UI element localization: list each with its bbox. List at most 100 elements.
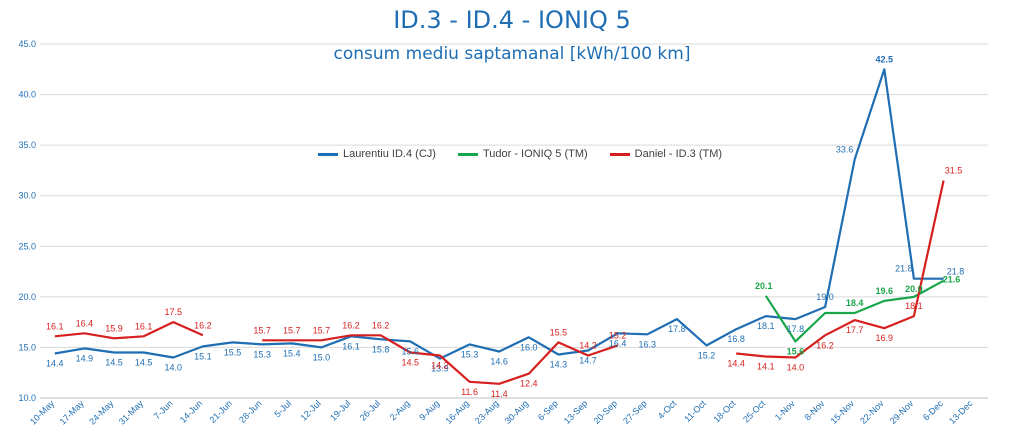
x-tick-label: 5-Jul (272, 398, 293, 419)
data-label: 17.5 (165, 307, 183, 317)
x-tick-label: 4-Oct (656, 398, 679, 421)
x-tick-label: 1-Nov (773, 398, 797, 422)
data-label: 15.4 (283, 348, 301, 358)
data-label: 16.9 (876, 333, 894, 343)
chart-title: ID.3 - ID.4 - IONIQ 5 (393, 6, 631, 34)
data-label: 14.0 (165, 363, 183, 373)
data-label: 16.4 (609, 338, 627, 348)
legend-swatch-laurentiu (318, 152, 338, 156)
x-tick-label: 18-Oct (711, 398, 738, 425)
data-label: 14.2 (431, 361, 449, 371)
data-label: 12.4 (520, 379, 538, 389)
data-label: 14.4 (46, 358, 64, 368)
data-label: 14.9 (76, 353, 94, 363)
data-label: 15.5 (550, 327, 568, 337)
data-label: 16.1 (342, 341, 360, 351)
x-tick-label: 2-Aug (388, 398, 412, 422)
x-tick-label: 6-Sep (536, 398, 560, 422)
data-label: 20.0 (905, 284, 923, 294)
y-tick-label: 25.0 (18, 241, 36, 251)
data-label: 16.4 (76, 318, 94, 328)
y-tick-label: 35.0 (18, 140, 36, 150)
x-tick-label: 28-Jun (237, 398, 264, 425)
x-tick-label: 17-May (58, 398, 87, 427)
x-tick-label: 15-Nov (829, 398, 857, 426)
y-tick-label: 20.0 (18, 292, 36, 302)
data-label: 21.8 (895, 264, 913, 274)
series-line (736, 180, 945, 359)
data-label: 17.8 (787, 324, 805, 334)
data-label: 17.7 (846, 325, 864, 335)
data-label: 16.1 (135, 321, 153, 331)
data-label: 15.1 (194, 351, 212, 361)
x-tick-label: 14-Jun (178, 398, 205, 425)
y-tick-label: 30.0 (18, 191, 36, 201)
data-label: 14.5 (105, 357, 123, 367)
x-tick-label: 16-Aug (443, 398, 471, 426)
x-tick-label: 29-Nov (888, 398, 916, 426)
x-tick-label: 24-May (87, 398, 116, 427)
data-label: 18.4 (846, 298, 864, 308)
legend-swatch-tudor (457, 152, 478, 156)
data-label: 42.5 (876, 54, 894, 64)
data-label: 14.0 (787, 363, 805, 373)
data-label: 21.8 (947, 267, 965, 277)
legend-item-tudor: Tudor - IONIQ 5 (TM) (457, 148, 588, 160)
x-tick-label: 31-May (117, 398, 146, 427)
legend-label-daniel: Daniel - ID.3 (TM) (634, 148, 723, 160)
data-label: 14.6 (490, 356, 508, 366)
x-tick-label: 27-Sep (621, 398, 649, 426)
data-label: 14.1 (757, 362, 775, 372)
data-label: 14.3 (550, 360, 568, 370)
data-label: 15.2 (609, 330, 627, 340)
data-label: 16.1 (46, 321, 64, 331)
data-label: 13.9 (431, 364, 449, 374)
data-label: 15.6 (787, 346, 805, 356)
y-tick-label: 40.0 (18, 90, 36, 100)
data-label: 19.6 (876, 286, 894, 296)
data-label: 15.7 (253, 325, 271, 335)
legend-item-laurentiu: Laurentiu ID.4 (CJ) (318, 148, 436, 160)
x-tick-label: 26-Jul (358, 398, 382, 422)
x-tick-label: 13-Sep (562, 398, 590, 426)
series-line (262, 334, 619, 385)
data-label: 15.8 (372, 344, 390, 354)
data-label: 15.2 (698, 350, 716, 360)
data-label: 31.5 (945, 166, 963, 176)
data-label: 16.2 (342, 320, 360, 330)
x-tick-label: 11-Oct (682, 398, 708, 424)
data-label: 14.4 (727, 358, 745, 368)
legend: Laurentiu ID.4 (CJ) Tudor - IONIQ 5 (TM)… (318, 148, 722, 160)
chart-subtitle: consum mediu saptamanal [kWh/100 km] (333, 44, 691, 64)
data-label: 20.1 (755, 281, 773, 291)
x-tick-label: 22-Nov (858, 398, 886, 426)
x-tick-label: 12-Jul (298, 398, 322, 422)
data-label: 15.3 (253, 349, 271, 359)
legend-label-tudor: Tudor - IONIQ 5 (TM) (482, 148, 588, 160)
data-label: 33.6 (836, 144, 854, 154)
series-line (54, 321, 204, 340)
data-label: 18.1 (905, 301, 923, 311)
legend-swatch-daniel (609, 152, 630, 156)
data-label: 14.7 (579, 355, 597, 365)
data-label: 11.4 (491, 389, 508, 399)
data-label: 19.0 (816, 292, 834, 302)
data-label: 16.2 (816, 340, 834, 350)
x-tick-label: 6-Dec (921, 398, 945, 422)
legend-label-laurentiu: Laurentiu ID.4 (CJ) (343, 148, 436, 160)
data-label: 15.9 (105, 323, 123, 333)
data-label: 16.8 (727, 334, 745, 344)
data-label: 15.0 (313, 352, 331, 362)
data-label: 11.6 (461, 387, 478, 397)
series-line (54, 68, 944, 360)
data-label: 21.6 (943, 275, 961, 285)
data-label: 15.6 (402, 346, 420, 356)
series-line (764, 279, 945, 343)
data-label: 18.1 (757, 321, 775, 331)
data-label: 15.3 (461, 349, 479, 359)
x-tick-label: 25-Oct (741, 398, 768, 425)
x-tick-label: 20-Sep (592, 398, 620, 426)
data-label: 14.5 (135, 357, 153, 367)
x-tick-label: 7-Jun (152, 398, 175, 421)
